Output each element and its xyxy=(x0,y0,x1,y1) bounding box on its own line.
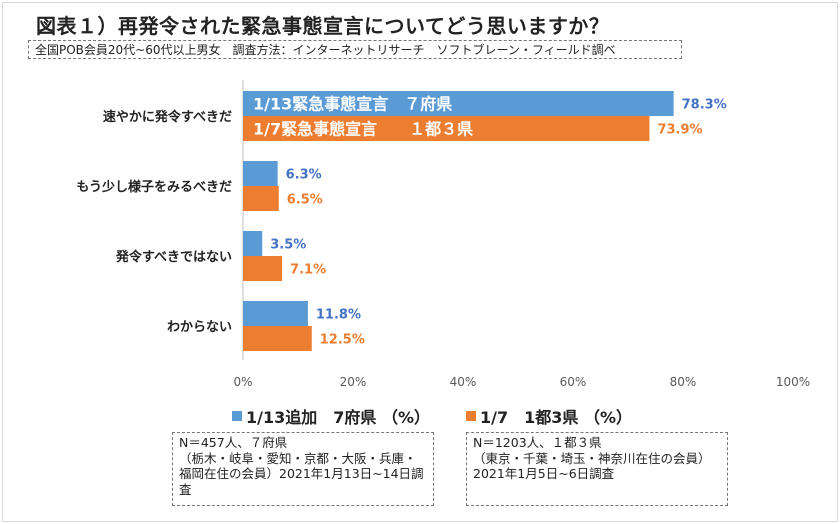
legend-swatch-orange xyxy=(466,411,476,421)
bar-orange xyxy=(243,186,279,211)
x-tick-label: 40% xyxy=(450,375,477,389)
bar-annotation: 1/13緊急事態宣言 ７府県 xyxy=(253,95,452,114)
data-label: 12.5% xyxy=(320,333,365,348)
x-tick-label: 0% xyxy=(233,375,252,389)
bar-annotation: 1/7緊急事態宣言 １都３県 xyxy=(253,120,473,139)
legend-item-series-2: 1/7 1都3県 （%） xyxy=(466,404,632,428)
data-label: 3.5% xyxy=(270,238,306,253)
note-1-metropolis-3-prefectures: N＝1203人、１都３県 （東京・千葉・埼玉・神奈川在住の会員）2021年1月5… xyxy=(466,432,728,506)
legend-label: 1/13追加 7府県 （%） xyxy=(246,408,430,427)
bar-orange xyxy=(243,326,312,351)
x-tick-label: 80% xyxy=(670,375,697,389)
bar-orange xyxy=(243,256,283,281)
note-7-prefectures: N＝457人、７府県 （栃木・岐阜・愛知・京都・大阪・兵庫・福岡在住の会員）20… xyxy=(172,432,434,506)
bar-blue xyxy=(243,91,674,116)
category-label: もう少し様子をみるべきだ xyxy=(76,179,232,195)
legend-item-series-1: 1/13追加 7府県 （%） xyxy=(232,404,430,428)
category-label: 速やかに発令すべきだ xyxy=(103,109,232,125)
bar-orange xyxy=(243,116,650,141)
x-tick-label: 20% xyxy=(340,375,367,389)
category-label: 発令すべきではない xyxy=(115,249,232,265)
category-label: わからない xyxy=(167,320,232,335)
legend-label: 1/7 1都3県 （%） xyxy=(480,408,632,427)
legend-swatch-blue xyxy=(232,411,242,421)
x-tick-label: 100% xyxy=(776,375,810,389)
bar-blue xyxy=(243,161,278,186)
data-label: 73.9% xyxy=(657,123,702,138)
chart-title: 図表１）再発令された緊急事態宣言についてどう思いますか？ xyxy=(36,14,610,38)
x-tick-label: 60% xyxy=(560,375,587,389)
data-label: 6.3% xyxy=(286,168,322,183)
bar-blue xyxy=(243,231,263,256)
data-label: 78.3% xyxy=(682,98,727,113)
bar-blue xyxy=(243,301,308,326)
chart-subtitle: 全国POB会員20代~60代以上男女 調査方法：インターネットリサーチ ソフトブ… xyxy=(28,40,682,59)
data-label: 7.1% xyxy=(290,263,326,278)
data-label: 6.5% xyxy=(287,193,323,208)
data-label: 11.8% xyxy=(316,308,361,323)
